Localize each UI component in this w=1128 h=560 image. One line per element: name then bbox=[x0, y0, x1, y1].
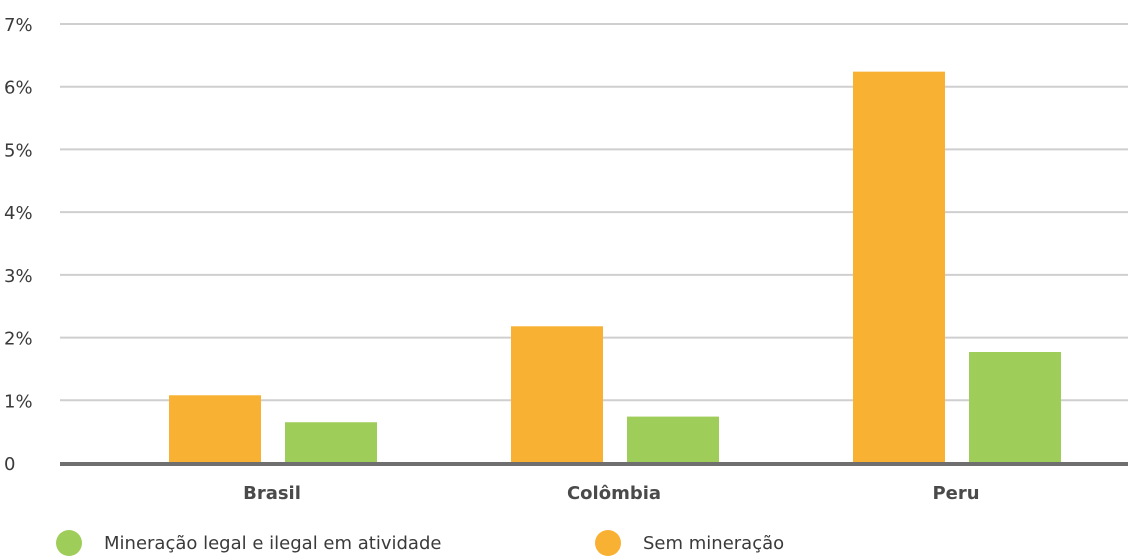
y-tick-label: 0 bbox=[4, 454, 15, 475]
y-tick-label: 3% bbox=[4, 266, 33, 287]
legend-swatch-mining bbox=[56, 530, 82, 556]
legend-label-mining: Mineração legal e ilegal em atividade bbox=[104, 532, 442, 554]
y-tick-label: 1% bbox=[4, 391, 33, 412]
y-tick-label: 6% bbox=[4, 78, 33, 99]
bar bbox=[853, 71, 945, 464]
legend-item-no-mining: Sem mineração bbox=[595, 530, 784, 556]
y-tick-label: 5% bbox=[4, 140, 33, 161]
bar bbox=[511, 326, 603, 463]
category-label: Brasil bbox=[243, 483, 301, 504]
category-label: Colômbia bbox=[567, 483, 661, 504]
y-tick-label: 7% bbox=[4, 15, 33, 36]
bar bbox=[969, 351, 1061, 463]
y-tick-label: 2% bbox=[4, 329, 33, 350]
bar-chart: 0 1% 2% 3% 4% 5% 6% 7% Brasil Colômbia Peru bbox=[4, 15, 1128, 504]
category-labels: Brasil Colômbia Peru bbox=[243, 483, 979, 504]
gridlines bbox=[60, 23, 1128, 402]
bar bbox=[627, 416, 719, 463]
y-tick-label: 4% bbox=[4, 203, 33, 224]
legend: Mineração legal e ilegal em atividade Se… bbox=[0, 530, 1128, 560]
legend-item-mining: Mineração legal e ilegal em atividade bbox=[56, 530, 441, 556]
bar bbox=[285, 422, 377, 463]
bar bbox=[169, 395, 261, 463]
legend-label-no-mining: Sem mineração bbox=[643, 532, 785, 554]
bars bbox=[169, 71, 1061, 464]
legend-swatch-no-mining bbox=[595, 530, 621, 556]
category-label: Peru bbox=[932, 483, 979, 504]
y-tick-labels: 0 1% 2% 3% 4% 5% 6% 7% bbox=[4, 15, 33, 475]
